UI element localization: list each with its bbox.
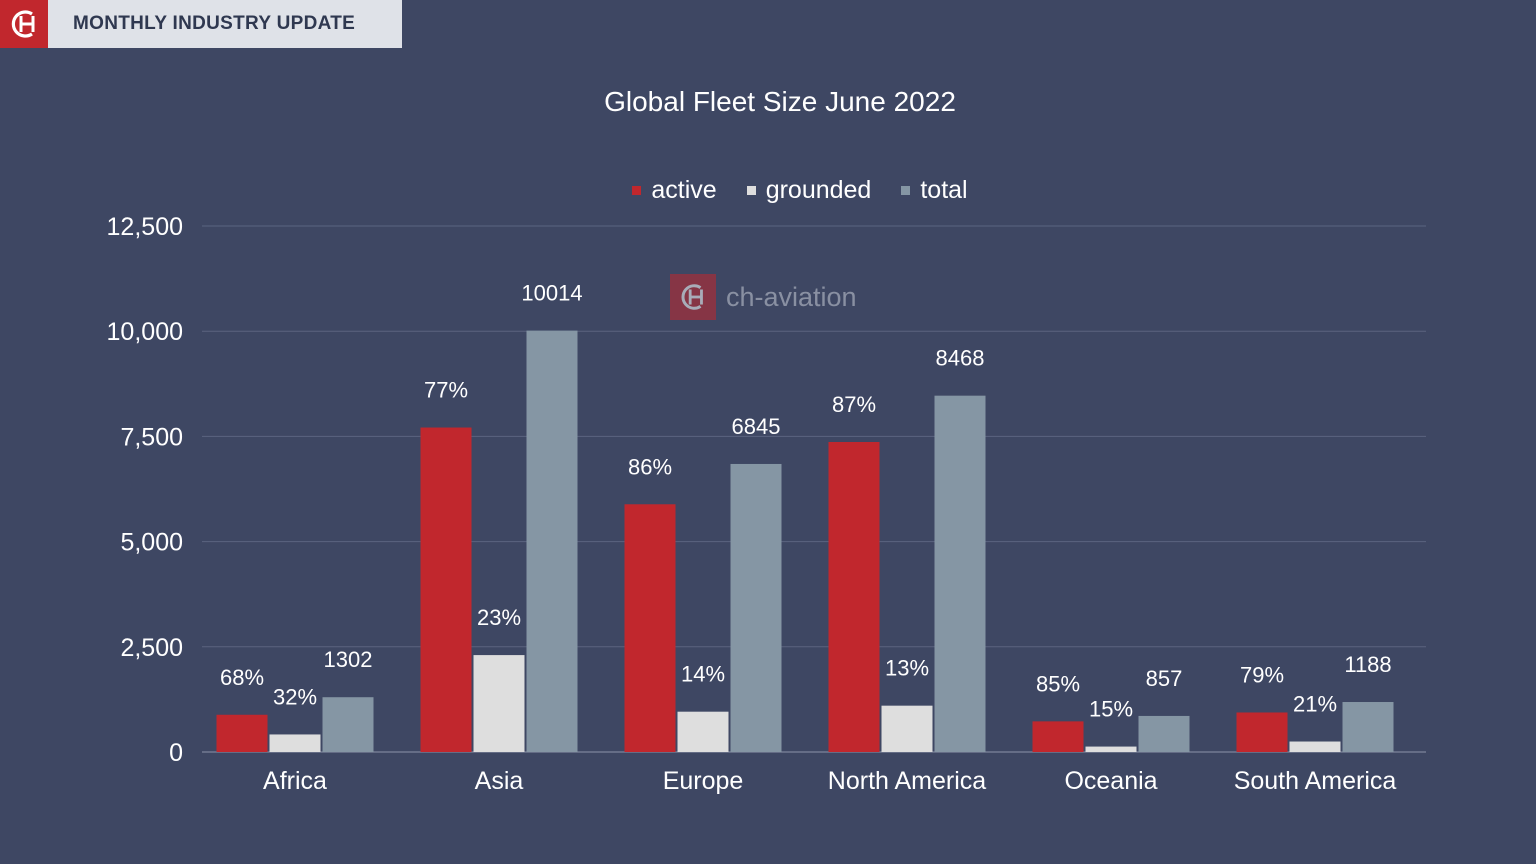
x-tick-label: South America <box>1234 767 1397 795</box>
chart-title: Global Fleet Size June 2022 <box>604 86 956 117</box>
legend-item-total: total <box>901 176 968 205</box>
data-label-total: 857 <box>1146 666 1183 691</box>
data-label-grounded: 15% <box>1089 697 1133 722</box>
data-label-total: 10014 <box>521 281 582 306</box>
y-tick-label: 7,500 <box>120 423 183 451</box>
bar-total <box>1342 702 1394 752</box>
bar-grounded <box>269 734 321 752</box>
legend-label-active: active <box>651 176 717 204</box>
x-tick-label: Oceania <box>1064 767 1157 795</box>
legend-label-grounded: grounded <box>765 176 872 204</box>
legend-item-grounded: grounded <box>746 176 872 205</box>
data-label-active: 79% <box>1240 662 1284 687</box>
data-label-grounded: 21% <box>1293 692 1337 717</box>
watermark-logo-icon <box>670 274 716 320</box>
x-tick-label: Africa <box>263 767 327 795</box>
bar-total <box>730 463 782 752</box>
bar-active <box>216 714 268 752</box>
data-label-total: 1188 <box>1344 652 1391 677</box>
bar-total <box>934 395 986 752</box>
data-label-active: 68% <box>220 665 264 690</box>
legend-label-total: total <box>920 176 968 204</box>
data-label-grounded: 14% <box>681 662 725 687</box>
data-label-total: 6845 <box>732 414 781 439</box>
data-label-active: 87% <box>832 392 876 417</box>
legend: active grounded total <box>0 176 1536 205</box>
bar-total <box>1138 715 1190 752</box>
y-tick-label: 10,000 <box>107 318 183 346</box>
banner-title: MONTHLY INDUSTRY UPDATE <box>48 0 402 48</box>
data-label-grounded: 32% <box>273 684 317 709</box>
legend-item-active: active <box>632 176 717 205</box>
watermark: ch-aviation <box>670 274 857 320</box>
data-label-active: 86% <box>628 454 672 479</box>
bar-grounded <box>473 655 525 752</box>
ch-logo-icon <box>0 0 48 48</box>
bar-active <box>828 441 880 752</box>
y-tick-label: 0 <box>169 739 183 767</box>
y-tick-label: 12,500 <box>107 213 183 241</box>
bar-grounded <box>677 711 729 752</box>
legend-swatch-grounded <box>746 186 756 195</box>
bar-active <box>1236 712 1288 752</box>
bar-total <box>526 330 578 752</box>
data-label-total: 8468 <box>936 346 985 371</box>
y-tick-label: 5,000 <box>120 529 183 557</box>
legend-swatch-total <box>901 186 911 195</box>
bar-grounded <box>1289 741 1341 752</box>
bar-grounded <box>881 705 933 752</box>
data-label-grounded: 23% <box>477 605 521 630</box>
bar-active <box>420 427 472 752</box>
x-tick-label: North America <box>828 767 986 795</box>
bar-total <box>322 697 374 752</box>
bar-active <box>624 504 676 752</box>
y-tick-label: 2,500 <box>120 634 183 662</box>
x-tick-label: Europe <box>663 767 744 795</box>
legend-swatch-active <box>632 186 642 195</box>
bar-active <box>1032 721 1084 752</box>
watermark-text: ch-aviation <box>726 281 857 312</box>
data-label-grounded: 13% <box>885 656 929 681</box>
x-tick-label: Asia <box>475 767 524 795</box>
data-label-total: 1302 <box>324 647 373 672</box>
data-label-active: 77% <box>424 378 468 403</box>
header-banner: MONTHLY INDUSTRY UPDATE <box>0 0 402 48</box>
bar-grounded <box>1085 746 1137 752</box>
data-label-active: 85% <box>1036 671 1080 696</box>
